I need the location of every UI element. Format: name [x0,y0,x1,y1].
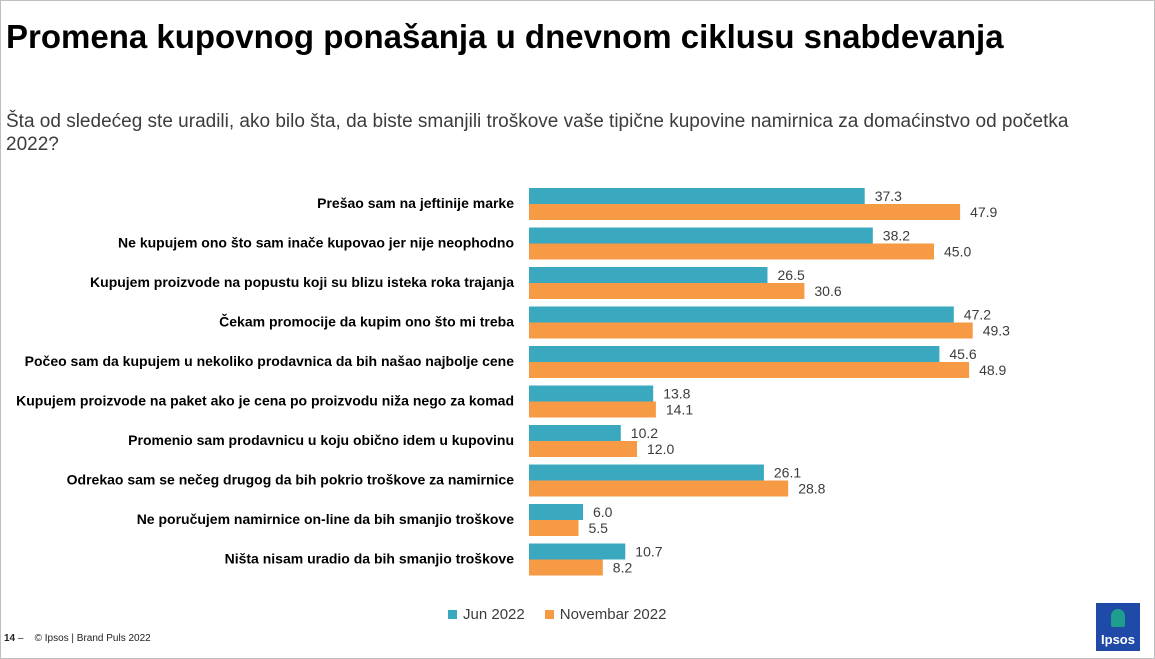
legend-swatch-series-2 [544,610,554,619]
bar-series-1 [529,306,954,323]
bar-series-2 [529,520,579,536]
legend-label-series-1: Jun 2022 [463,606,525,623]
data-label-series-1: 26.1 [774,465,801,481]
page-number: 14 [4,633,16,644]
data-label-series-2: 8.2 [613,560,633,576]
data-label-series-2: 45.0 [944,244,971,260]
page-title: Promena kupovnog ponašanja u dnevnom cik… [6,18,1004,55]
category-label: Čekam promocije da kupim ono što mi treb… [219,313,514,330]
page-subtitle: Šta od sledećeg ste uradili, ako bilo št… [6,111,1069,155]
data-label-series-1: 38.2 [883,228,910,244]
data-label-series-1: 37.3 [875,188,902,204]
data-label-series-2: 49.3 [983,323,1010,339]
bar-series-1 [529,188,865,204]
bar-series-2 [529,480,789,497]
footer: 14 – © Ipsos | Brand Puls 2022 [4,633,151,644]
data-label-series-2: 48.9 [979,362,1006,378]
data-label-series-2: 30.6 [814,283,841,299]
data-label-series-1: 6.0 [593,504,613,520]
bar-series-1 [529,464,764,481]
bar-series-2 [529,362,970,378]
data-label-series-1: 45.6 [949,346,976,362]
bar-series-1 [529,543,626,560]
category-label: Prešao sam na jeftinije marke [317,195,514,211]
bar-series-2 [529,204,961,220]
data-label-series-2: 28.8 [798,481,825,497]
category-label: Odrekao sam se nečeg drugog da bih pokri… [67,472,515,488]
category-label: Ne kupujem ono što sam inače kupovao jer… [118,235,514,251]
legend-swatch-series-1 [448,610,457,619]
data-label-series-2: 47.9 [970,204,997,220]
bar-series-2 [529,559,603,576]
bar-series-1 [529,346,940,362]
data-label-series-1: 47.2 [964,307,991,323]
category-label: Počeo sam da kupujem u nekoliko prodavni… [25,353,515,369]
bar-series-2 [529,243,934,260]
logo-text: Ipsos [1101,632,1135,647]
logo-mark-icon [1111,609,1125,627]
bar-series-1 [529,425,621,441]
chart-legend: Jun 2022 Novembar 2022 [448,606,666,623]
category-label: Promenio sam prodavnicu u koju obično id… [128,432,514,448]
footer-separator: – [17,633,24,644]
legend-item-series-2: Novembar 2022 [544,606,667,623]
bar-series-2 [529,322,973,339]
bar-series-1 [529,504,583,520]
category-label: Ništa nisam uradio da bih smanjio troško… [225,551,515,567]
category-label: Kupujem proizvode na paket ako je cena p… [16,393,514,409]
bar-series-1 [529,385,654,402]
category-label: Kupujem proizvode na popustu koji su bli… [90,274,514,290]
bar-series-1 [529,267,768,283]
footer-copyright: © Ipsos | Brand Puls 2022 [34,633,151,644]
bar-series-2 [529,401,656,418]
bar-chart: Prešao sam na jeftinije marke 37.3 47.9 Ne … [16,188,1010,576]
data-label-series-1: 26.5 [778,267,805,283]
data-label-series-2: 12.0 [647,441,674,457]
data-label-series-2: 14.1 [666,402,693,418]
legend-item-series-1: Jun 2022 [448,606,525,623]
category-label: Ne poručujem namirnice on-line da bih sm… [137,511,515,527]
bar-series-1 [529,227,873,244]
data-label-series-2: 5.5 [589,520,609,536]
bar-series-2 [529,283,805,299]
data-label-series-1: 10.7 [635,544,662,560]
ipsos-logo: Ipsos [1096,603,1140,651]
data-label-series-1: 13.8 [663,386,690,402]
bar-series-2 [529,441,637,457]
data-label-series-1: 10.2 [631,425,658,441]
legend-label-series-2: Novembar 2022 [559,606,667,623]
